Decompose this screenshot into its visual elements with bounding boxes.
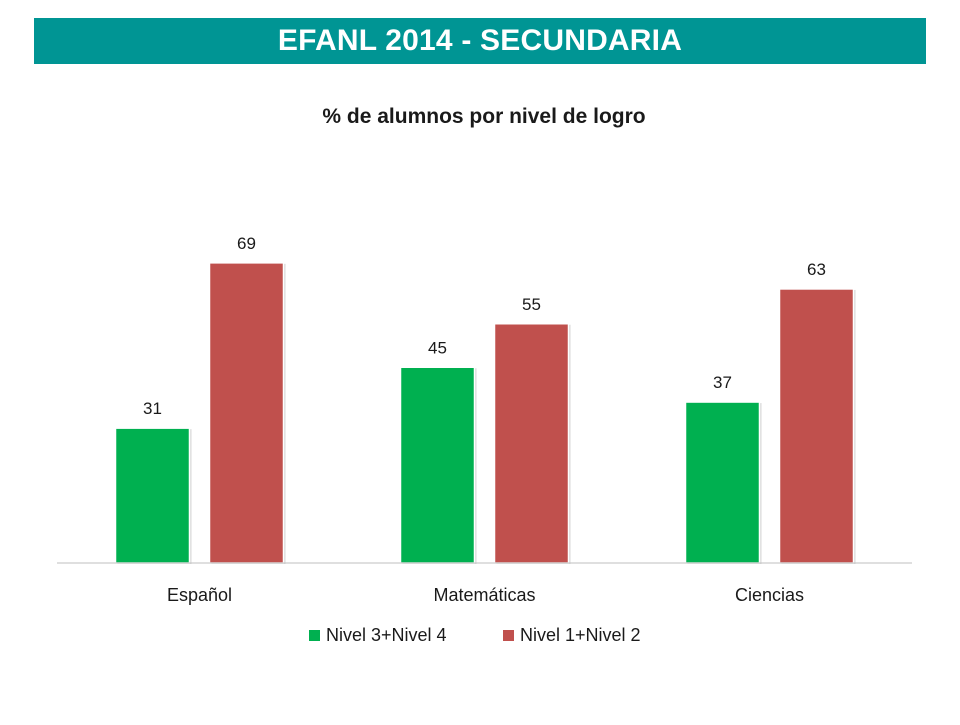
data-label: 45 (428, 338, 447, 357)
data-label: 69 (237, 234, 256, 253)
legend: Nivel 3+Nivel 4 Nivel 1+Nivel 2 (309, 625, 641, 645)
data-label: 63 (807, 260, 826, 279)
bar-nivel-3-4-0 (114, 427, 191, 564)
legend-swatch (309, 630, 320, 641)
chart-title: % de alumnos por nivel de logro (322, 105, 645, 128)
legend-label: Nivel 3+Nivel 4 (326, 625, 447, 645)
data-label: 55 (522, 295, 541, 314)
bar-nivel-1-2-0 (208, 262, 285, 564)
bar-nivel-3-4-1 (399, 366, 476, 564)
data-label: 37 (713, 373, 732, 392)
legend-swatch (503, 630, 514, 641)
bars-layer: 31 69 45 55 37 63 (114, 234, 856, 564)
legend-label: Nivel 1+Nivel 2 (520, 625, 641, 645)
x-tick-labels: Español Matemáticas Ciencias (167, 585, 804, 605)
bar-nivel-3-4-2 (684, 401, 761, 564)
chart-area: % de alumnos por nivel de logro 31 69 45 55… (0, 64, 960, 720)
bar-nivel-1-2-2 (778, 288, 855, 564)
data-label: 31 (143, 399, 162, 418)
header-banner: EFANL 2014 - SECUNDARIA (34, 18, 926, 64)
x-tick-label: Español (167, 585, 232, 605)
bar-chart: % de alumnos por nivel de logro 31 69 45 55… (57, 105, 912, 645)
page-title: EFANL 2014 - SECUNDARIA (277, 24, 683, 57)
bar-nivel-1-2-1 (493, 323, 570, 564)
x-tick-label: Matemáticas (433, 585, 535, 605)
x-tick-label: Ciencias (735, 585, 804, 605)
